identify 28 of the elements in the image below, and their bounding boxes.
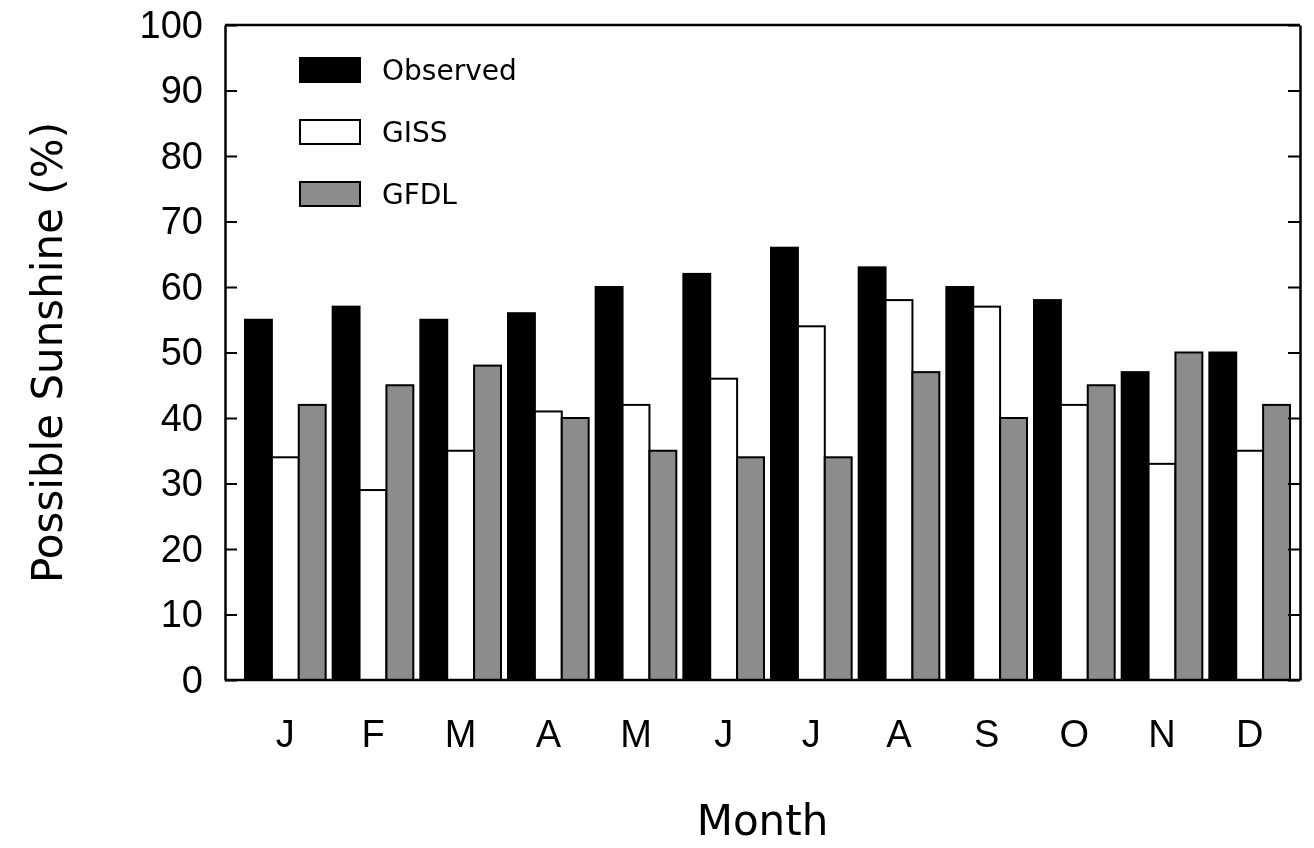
x-tick-label: A [886,712,913,755]
x-tick-label: F [361,712,385,755]
x-tick-label: J [801,712,821,755]
legend-label: GISS [382,116,448,149]
x-tick-label: M [620,712,652,755]
legend-label: GFDL [382,178,458,211]
y-tick-label: 30 [160,462,203,505]
x-tick-label: D [1235,712,1264,755]
x-axis-title: Month [696,796,829,845]
y-tick-label: 40 [160,396,203,439]
x-tick-label: S [973,712,1000,755]
y-tick-label: 10 [160,593,203,636]
x-tick-label: A [535,712,562,755]
y-tick-label: 70 [160,200,203,243]
y-tick-label: 20 [160,527,203,570]
x-tick-label: M [444,712,477,755]
y-tick-label: 0 [181,658,203,701]
x-tick-label: J [275,712,295,755]
y-axis-title: Possible Sunshine (%) [23,121,72,584]
y-tick-label: 100 [139,3,203,46]
y-tick-label: 90 [160,69,203,112]
y-tick-label: 50 [160,331,203,374]
x-tick-label: O [1059,712,1090,755]
x-tick-label: N [1148,712,1176,755]
legend-label: Observed [382,54,517,87]
y-tick-label: 60 [160,265,203,308]
x-tick-label: J [714,712,734,755]
y-tick-label: 80 [160,134,203,177]
